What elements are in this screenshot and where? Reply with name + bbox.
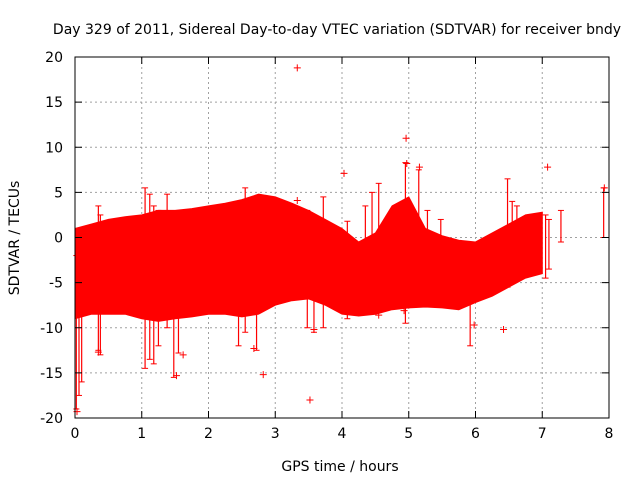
axis-ticks: 0 1 2 3 4 5 6 7 8 -20 -15 -10 -5 0 5 10 15 20 (40, 50, 613, 442)
y-axis-label: SDTVAR / TECUs (7, 181, 23, 296)
y-tick-label: 5 (54, 185, 63, 201)
data-point (172, 372, 180, 380)
x-tick-label: 1 (137, 426, 146, 442)
data-point (306, 396, 314, 404)
data-point (179, 351, 187, 359)
data-point (310, 326, 318, 334)
data-point (402, 134, 410, 142)
data-point (293, 64, 301, 72)
x-tick-label: 3 (271, 426, 280, 442)
x-tick-label: 7 (538, 426, 547, 442)
data-point (400, 307, 408, 315)
sdtvar-envelope (74, 193, 543, 322)
data-point (340, 169, 348, 177)
chart-title: Day 329 of 2011, Sidereal Day-to-day VTE… (53, 22, 621, 38)
y-tick-label: -15 (40, 366, 63, 382)
data-layer (73, 64, 608, 416)
y-tick-label: 15 (45, 95, 63, 111)
y-tick-label: 10 (45, 140, 63, 156)
x-tick-label: 5 (404, 426, 413, 442)
y-tick-label: -20 (40, 411, 63, 427)
data-point (500, 326, 508, 334)
y-tick-label: -10 (40, 321, 63, 337)
data-point (293, 196, 301, 204)
y-tick-label: 0 (54, 231, 63, 247)
data-point (259, 371, 267, 379)
y-tick-label: 20 (45, 50, 63, 66)
data-point (544, 163, 552, 171)
x-tick-label: 2 (204, 426, 213, 442)
data-point (470, 321, 478, 329)
data-point (250, 345, 258, 353)
x-tick-label: 8 (605, 426, 614, 442)
data-point (403, 159, 411, 167)
data-point (375, 311, 383, 319)
data-point (94, 348, 102, 356)
x-axis-label: GPS time / hours (281, 459, 398, 475)
x-tick-label: 6 (471, 426, 480, 442)
data-point (600, 184, 608, 192)
x-tick-label: 0 (71, 426, 80, 442)
data-point (415, 163, 423, 171)
y-tick-label: -5 (49, 276, 63, 292)
x-tick-label: 4 (338, 426, 347, 442)
